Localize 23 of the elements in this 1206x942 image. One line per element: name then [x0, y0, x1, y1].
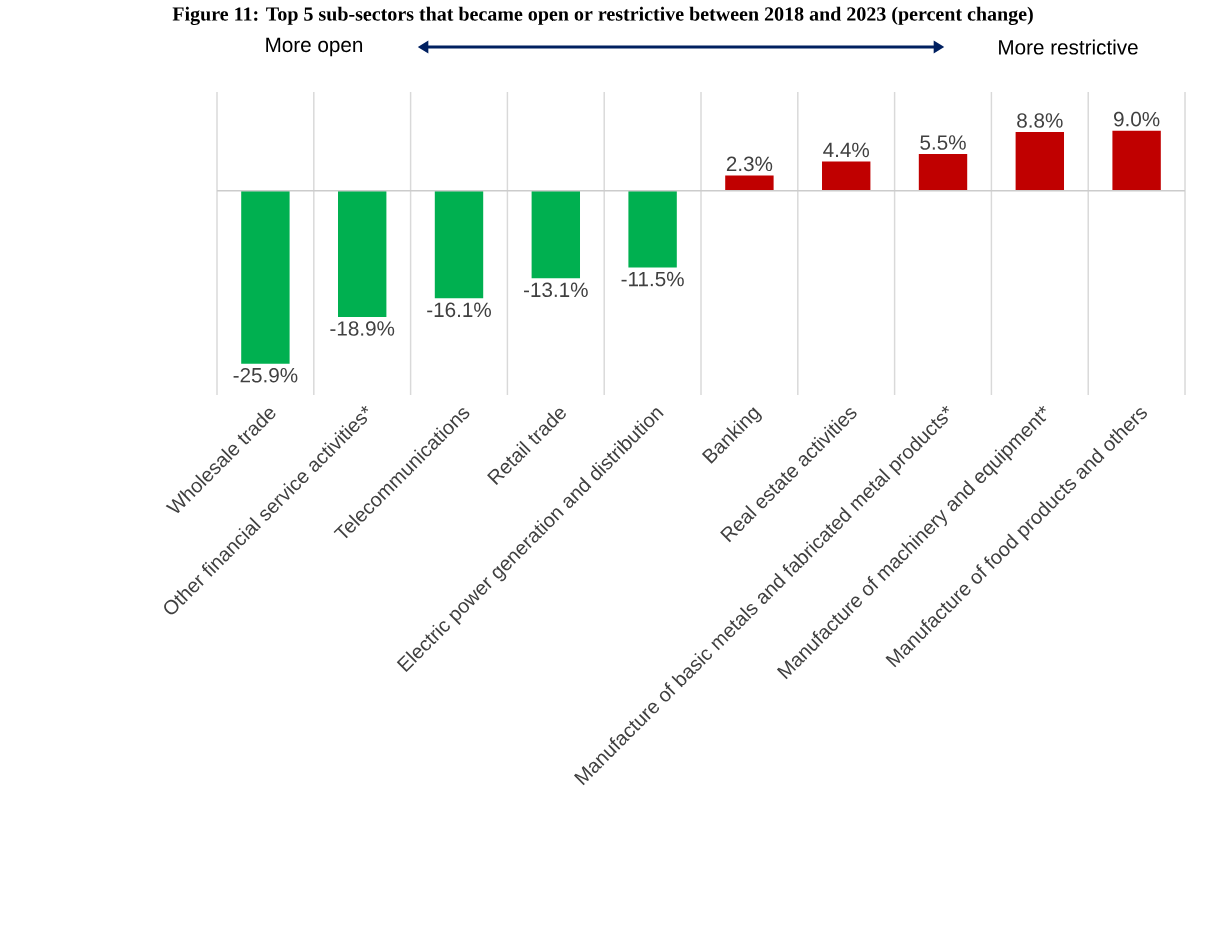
data-label: 9.0%	[1114, 111, 1160, 127]
chart-title: Figure 11: Top 5 sub-sectors that became open or restrictive between 2018 and 2023 (percent change)	[172, 6, 1033, 25]
data-label: -18.9%	[330, 321, 395, 336]
data-label: 8.8%	[1017, 113, 1063, 128]
data-label: -25.9%	[233, 367, 298, 383]
bar	[434, 190, 484, 299]
text: More open	[266, 37, 363, 57]
data-label: -13.1%	[523, 282, 588, 298]
data-label: 5.5%	[920, 135, 966, 150]
bar	[1015, 132, 1065, 191]
text: More restrictive	[999, 39, 1138, 55]
bar	[628, 190, 677, 268]
bar	[918, 154, 968, 191]
bar	[1112, 130, 1161, 191]
bar	[725, 175, 774, 191]
bar	[338, 190, 387, 317]
bar	[531, 190, 581, 279]
data-label: 2.3%	[726, 156, 773, 172]
data-label: 4.4%	[823, 142, 870, 158]
bar	[822, 161, 871, 191]
bar	[241, 190, 290, 364]
data-label: -16.1%	[427, 302, 491, 318]
data-label: -11.5%	[621, 271, 684, 287]
